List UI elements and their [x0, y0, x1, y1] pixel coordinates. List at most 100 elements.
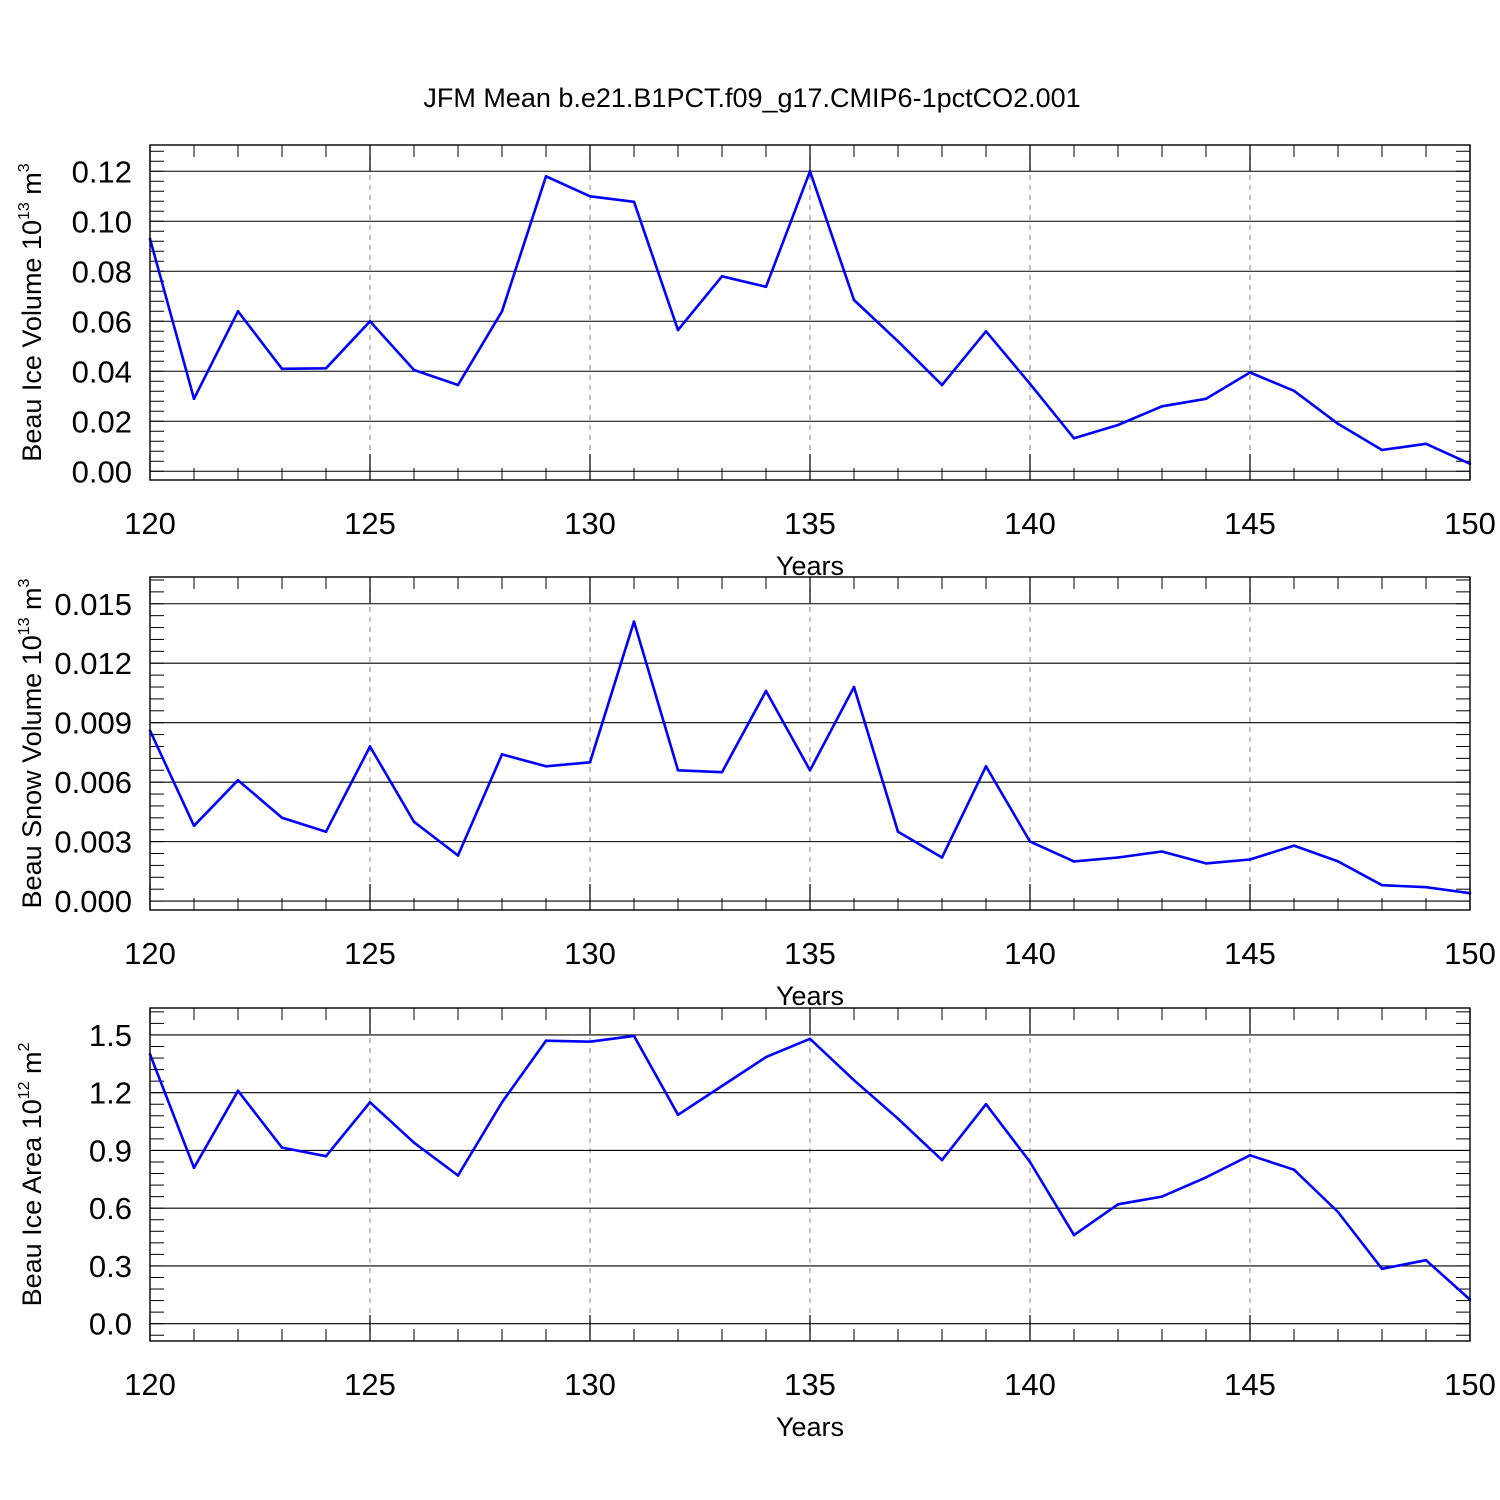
ice-volume-data-point: [1336, 422, 1340, 426]
ice-volume-data-point: [1160, 404, 1164, 408]
ice-volume-x-tick-label: 125: [344, 506, 396, 541]
snow-volume-data-point: [764, 689, 768, 693]
ice-volume-data-point: [368, 319, 372, 323]
ice-volume-data-point: [808, 169, 812, 173]
ice-area-data-point: [456, 1174, 460, 1177]
snow-volume-y-tick-label: 0.006: [54, 765, 132, 800]
ice-volume-x-tick-label: 145: [1224, 506, 1276, 541]
ice-area-data-point: [1028, 1160, 1032, 1164]
ice-area-y-label-unit-exp: 2: [16, 1042, 33, 1051]
ice-volume-data-point: [544, 174, 548, 178]
snow-volume-data-point: [720, 770, 724, 774]
ice-area-y-tick-label: 0.6: [89, 1191, 132, 1226]
ice-volume-data-point: [1292, 389, 1296, 393]
snow-volume-data-point: [500, 753, 504, 756]
snow-volume-data-point: [1160, 850, 1164, 853]
ice-area-data-point: [940, 1158, 944, 1162]
ice-area-plot-frame: [149, 1007, 1471, 1342]
ice-area-data-point: [500, 1101, 504, 1104]
ice-volume-y-tick-label: 0.02: [72, 404, 132, 439]
ice-volume-data-point: [192, 397, 196, 401]
ice-volume-data-point: [588, 194, 592, 198]
ice-area-data-point: [324, 1154, 328, 1158]
ice-volume-plot-frame: [149, 144, 1471, 481]
ice-area-data-point: [852, 1078, 856, 1082]
snow-volume-data-point: [984, 764, 988, 768]
snow-volume-data-point: [896, 830, 900, 834]
snow-volume-y-label-unit: m: [17, 587, 47, 617]
snow-volume-data-point: [1292, 844, 1296, 847]
ice-area-x-tick-label: 135: [784, 1367, 836, 1402]
ice-volume-y-tick-label: 0.10: [72, 204, 132, 239]
ice-area-data-point: [720, 1084, 724, 1088]
snow-volume-data-point: [632, 620, 636, 623]
ice-volume-data-point: [1116, 423, 1120, 427]
ice-area-y-label-unit: m: [17, 1051, 47, 1081]
snow-volume-data-point: [456, 854, 460, 857]
snow-volume-data-point: [1116, 856, 1120, 859]
ice-area-data-point: [1204, 1176, 1208, 1179]
ice-area-data-point: [236, 1089, 240, 1093]
snow-volume-data-point: [676, 768, 680, 772]
ice-volume-panel: 0.00 0.02 0.04 0.06 0.08 0.10 0.12 120 125 130 135…: [16, 144, 1496, 581]
ice-volume-y-tick-label: 0.06: [72, 304, 132, 339]
ice-area-y-tick-label: 0.3: [89, 1249, 132, 1284]
ice-area-data-point: [676, 1113, 680, 1117]
snow-volume-data-point: [280, 816, 284, 820]
chart-title: JFM Mean b.e21.B1PCT.f09_g17.CMIP6-1pctC…: [423, 83, 1080, 113]
ice-area-x-axis-label: Years: [776, 1412, 844, 1442]
snow-volume-data-point: [1380, 883, 1384, 887]
snow-volume-y-tick-label: 0.009: [54, 706, 132, 741]
ice-area-data-point: [1380, 1267, 1384, 1271]
snow-volume-data-point: [588, 761, 592, 764]
ice-area-y-label-exp: 12: [16, 1081, 33, 1099]
ice-area-data-point: [1336, 1210, 1340, 1214]
ice-volume-data-point: [940, 383, 944, 387]
ice-area-data-point: [764, 1055, 768, 1059]
ice-area-data-point: [632, 1034, 636, 1038]
ice-volume-x-tick-label: 120: [124, 506, 176, 541]
ice-area-data-point: [1116, 1203, 1120, 1206]
ice-area-data-point: [1072, 1233, 1076, 1237]
snow-volume-x-tick-label: 150: [1444, 936, 1496, 971]
ice-area-x-tick-label: 120: [124, 1367, 176, 1402]
snow-volume-y-tick-label: 0.003: [54, 825, 132, 860]
snow-volume-data-point: [1336, 860, 1340, 863]
snow-volume-x-tick-label: 120: [124, 936, 176, 971]
ice-area-data-point: [280, 1146, 284, 1149]
ice-volume-data-point: [896, 339, 900, 343]
snow-volume-plot-frame: [149, 576, 1471, 911]
ice-volume-data-point: [236, 309, 240, 313]
snow-volume-y-tick-label: 0.000: [54, 884, 132, 919]
ice-volume-data-point: [412, 368, 416, 372]
snow-volume-data-point: [368, 745, 372, 748]
ice-area-x-tick-label: 150: [1444, 1367, 1496, 1402]
ice-area-data-point: [588, 1040, 592, 1043]
ice-area-x-tick-label: 140: [1004, 1367, 1056, 1402]
ice-area-x-tick-label: 125: [344, 1367, 396, 1402]
snow-volume-x-tick-label: 145: [1224, 936, 1276, 971]
ice-volume-x-tick-label: 130: [564, 506, 616, 541]
snow-volume-data-point: [1072, 860, 1076, 863]
ice-volume-data-point: [500, 309, 504, 313]
ice-volume-data-point: [632, 200, 636, 204]
ice-volume-y-label-exp: 13: [16, 202, 33, 220]
ice-area-data-point: [1424, 1258, 1428, 1262]
snow-volume-data-point: [324, 830, 328, 834]
ice-volume-data-point: [324, 366, 328, 370]
snow-volume-y-tick-label: 0.015: [54, 587, 132, 622]
ice-volume-x-axis-label: Years: [776, 551, 844, 581]
snow-volume-data-point: [852, 685, 856, 689]
snow-volume-data-point: [1424, 885, 1428, 889]
ice-volume-y-label-text: Beau Ice Volume 10: [17, 220, 47, 462]
ice-volume-data-point: [1072, 436, 1076, 440]
snow-volume-data-point: [1248, 858, 1252, 861]
snow-volume-data-point: [1204, 862, 1208, 865]
ice-volume-y-axis-label: Beau Ice Volume 1013 m3: [16, 163, 47, 461]
ice-area-data-point: [412, 1141, 416, 1145]
ice-volume-data-point: [1424, 442, 1428, 446]
snow-volume-y-tick-label: 0.012: [54, 646, 132, 681]
ice-area-data-point: [808, 1037, 812, 1041]
snow-volume-data-point: [1028, 840, 1032, 843]
ice-volume-x-tick-label: 150: [1444, 506, 1496, 541]
